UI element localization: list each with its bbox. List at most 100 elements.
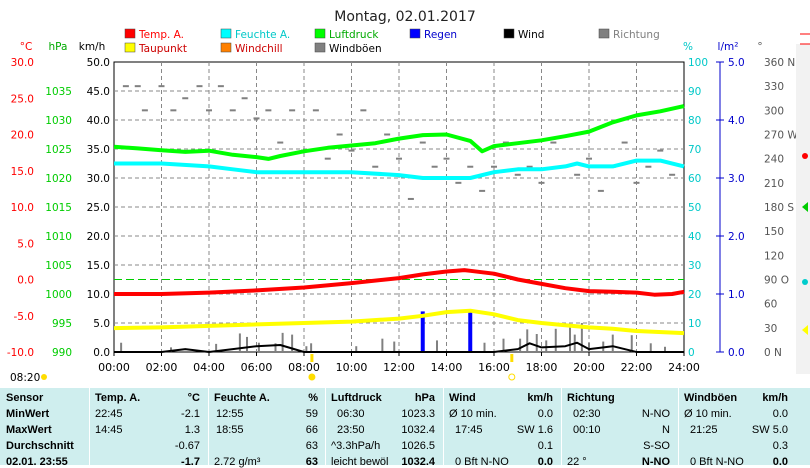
x-tick-label: 20:00: [573, 361, 605, 374]
wind-min-value: 0.0: [537, 408, 553, 420]
direction-dot: [645, 165, 652, 168]
series-feuchte-a: [114, 158, 685, 180]
y-tick-temp: 0.0: [17, 275, 34, 287]
row-label-max: MaxWert: [6, 424, 52, 436]
right-edge-arrow: [802, 202, 808, 212]
hum-max-value: 66: [305, 424, 318, 436]
axis-unit-label: %: [683, 41, 693, 53]
legend-swatch: [124, 28, 136, 39]
direction-dot: [348, 149, 355, 152]
direction-dot: [633, 181, 640, 184]
direction-dot: [443, 157, 450, 160]
temp-min-time: 22:45: [95, 408, 123, 420]
legend-label: Temp. A.: [138, 29, 184, 41]
y-tick-temp: 25.0: [11, 93, 34, 105]
hum-abs: 2.72 g/m³: [214, 456, 261, 468]
direction-dot: [122, 85, 129, 88]
header-wind: Wind: [449, 392, 476, 404]
y-tick-hum: 100: [688, 57, 708, 69]
wind-current-value: 0.0: [537, 456, 553, 468]
legend-label: Regen: [424, 29, 457, 41]
y-tick-wind: 20.0: [87, 231, 110, 243]
header-press: Luftdruck: [331, 392, 382, 404]
legend-label: Windchill: [235, 43, 283, 55]
axis-unit-label: °C: [20, 41, 33, 53]
legend-label: Feuchte A.: [235, 29, 290, 41]
y-tick-hum: 0: [688, 347, 695, 359]
gust-current-value: 0.0: [772, 456, 788, 468]
row-label-min: MinWert: [6, 408, 50, 420]
y-tick-wind: 50.0: [87, 57, 110, 69]
y-tick-dir: 90 O: [764, 275, 789, 287]
legend-swatch: [314, 42, 326, 53]
dir-avg-value: S-SO: [643, 440, 670, 452]
direction-dot: [396, 157, 402, 160]
y-tick-press: 1005: [45, 260, 72, 272]
series-wind: [114, 341, 684, 353]
y-tick-hum: 50: [688, 202, 701, 214]
y-tick-dir: 270 W: [764, 130, 798, 142]
direction-dot: [502, 141, 509, 144]
axis-unit-label: km/h: [79, 41, 106, 53]
x-tick-label: 24:00: [668, 361, 700, 374]
direction-dot: [182, 97, 189, 100]
axis-unit-label: °: [757, 41, 762, 53]
x-tick-label: 22:00: [621, 361, 653, 374]
press-trend: ^3.3hPa/h: [331, 440, 381, 452]
y-axes: 30.0 25.0 20.0 15.0 10.0 5.0 0.0 -5.0 -10.0 1035 1…: [7, 33, 810, 374]
right-edge-dot: [802, 153, 808, 159]
y-tick-dir: 240: [764, 154, 784, 166]
y-tick-wind: 40.0: [87, 115, 110, 127]
press-max-time: 23:50: [337, 424, 365, 436]
direction-dot: [621, 141, 628, 144]
temp-max-value: 1.3: [184, 424, 200, 436]
y-tick-dir: 150: [764, 226, 784, 238]
direction-dot: [134, 85, 141, 88]
y-tick-wind: 15.0: [87, 260, 110, 272]
direction-dot: [455, 181, 462, 184]
legend-swatch: [124, 42, 136, 53]
direction-dot: [158, 85, 165, 88]
y-tick-press: 1025: [45, 144, 72, 156]
row-label-current: 02.01. 23:55: [6, 456, 68, 468]
y-tick-dir: 210: [764, 178, 784, 190]
y-tick-hum: 90: [688, 86, 701, 98]
y-tick-hum: 60: [688, 173, 701, 185]
y-tick-rain: 4.0: [728, 115, 745, 127]
direction-dot: [384, 133, 391, 136]
direction-dot: [312, 109, 319, 112]
x-tick-label: 14:00: [431, 361, 463, 374]
series-temp-a: [114, 268, 685, 297]
temp-min-value: -2.1: [181, 408, 200, 420]
gust-avg-label: Ø 10 min.: [684, 408, 732, 420]
series-lines: [113, 104, 685, 353]
press-avg-value: 1026.5: [401, 440, 435, 452]
direction-dot: [574, 173, 581, 176]
y-tick-rain: 3.0: [728, 173, 745, 185]
right-edge-strip: [796, 44, 810, 374]
series-luftdruck: [113, 104, 685, 161]
time-marker-dot: [41, 374, 47, 380]
legend-swatch: [220, 42, 232, 53]
y-tick-press: 1000: [45, 289, 72, 301]
y-tick-dir: 120: [764, 250, 784, 262]
header-dir: Richtung: [567, 392, 615, 404]
x-tick-label: 16:00: [478, 361, 510, 374]
dir-degree: 22 °: [567, 456, 587, 468]
gust-bft: 0 Bft N-NO: [690, 456, 744, 468]
direction-dot: [669, 173, 676, 176]
y-tick-dir: 330: [764, 81, 784, 93]
direction-dot: [514, 173, 521, 176]
y-tick-temp: 10.0: [11, 202, 34, 214]
direction-dot: [196, 85, 203, 88]
y-tick-wind: 30.0: [87, 173, 110, 185]
press-min-time: 06:30: [337, 408, 365, 420]
legend-label: Luftdruck: [329, 29, 379, 41]
y-tick-dir: 300: [764, 105, 784, 117]
direction-dot: [372, 165, 379, 168]
rain-bar: [420, 311, 425, 352]
chart-title: Montag, 02.01.2017: [334, 9, 476, 25]
gust-min-value: 0.0: [772, 408, 788, 420]
y-tick-dir: 0 N: [764, 347, 782, 359]
x-tick-label: 00:00: [98, 361, 130, 374]
